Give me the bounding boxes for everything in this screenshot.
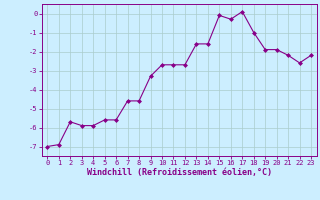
X-axis label: Windchill (Refroidissement éolien,°C): Windchill (Refroidissement éolien,°C): [87, 168, 272, 177]
